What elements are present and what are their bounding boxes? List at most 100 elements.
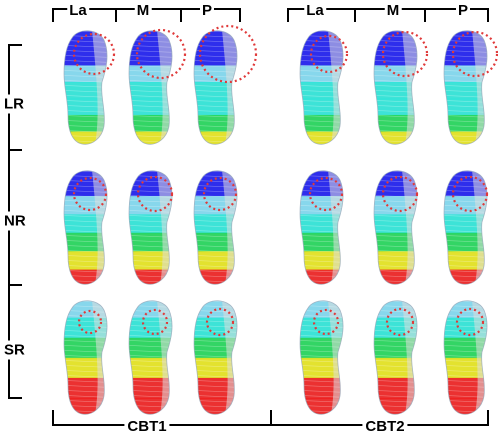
specimen-shade — [402, 170, 418, 285]
specimen-hatch — [444, 214, 488, 219]
specimen-hatch — [129, 170, 173, 174]
specimen-outline — [299, 170, 344, 285]
specimen-lr-cbt1-p — [184, 24, 258, 148]
red-dashed-circle — [451, 175, 489, 213]
specimen-hatch — [129, 79, 173, 84]
row-label-sr: SR — [4, 340, 25, 360]
red-dashed-circle — [72, 32, 116, 76]
specimen-shade — [472, 170, 488, 285]
specimens-layer — [63, 24, 498, 418]
specimen-hatch — [129, 344, 173, 349]
specimen-hatch — [64, 64, 108, 69]
specimen-hatch — [300, 300, 344, 304]
specimen-band — [300, 170, 344, 197]
specimen-band — [64, 300, 108, 319]
specimen-hatch — [444, 199, 488, 204]
specimen-hatch — [194, 204, 238, 209]
specimen-hatch — [64, 204, 108, 209]
specimen-hatch — [194, 79, 238, 84]
specimen-hatch — [64, 199, 108, 204]
specimen-shade — [157, 30, 173, 145]
specimen-band — [64, 269, 108, 285]
specimen-outline — [373, 30, 418, 145]
specimen-nr-cbt1-m — [128, 170, 174, 285]
specimen-hatch — [444, 74, 488, 79]
specimen-shade — [92, 170, 108, 285]
brackets-layer — [8, 8, 489, 426]
specimen-outline — [63, 300, 108, 415]
specimen-hatch — [374, 209, 418, 214]
row-label-nr: NR — [4, 211, 26, 231]
specimen-hatch — [374, 334, 418, 339]
specimen-hatch — [129, 224, 173, 229]
specimen-shade — [157, 300, 173, 415]
specimen-band — [129, 214, 173, 234]
specimen-shade — [328, 170, 344, 285]
specimen-band — [64, 98, 108, 116]
specimen-hatch — [374, 300, 418, 304]
specimen-hatch — [129, 219, 173, 224]
col-label-cbt2-la: La — [304, 2, 326, 19]
specimen-hatch — [444, 30, 488, 34]
specimen-hatch — [300, 30, 344, 34]
specimen-hatch — [300, 334, 344, 339]
specimen-hatch — [300, 84, 344, 89]
specimen-band — [129, 98, 173, 116]
specimen-outline — [128, 300, 173, 415]
specimen-hatch — [64, 84, 108, 89]
specimen-band — [194, 397, 238, 415]
specimen-hatch — [194, 209, 238, 214]
specimen-band — [444, 131, 488, 145]
specimen-hatch — [184, 415, 254, 418]
group-label-cbt1: CBT1 — [124, 419, 170, 434]
specimen-hatch — [64, 209, 108, 214]
specimen-band — [444, 81, 488, 100]
specimen-hatch — [194, 329, 238, 334]
specimen-hatch — [300, 170, 344, 174]
specimen-hatch — [300, 354, 344, 359]
red-dashed-circle — [135, 28, 187, 80]
red-dashed-circle — [136, 175, 174, 213]
specimen-band — [194, 98, 238, 116]
specimen-band — [64, 357, 108, 379]
specimen-band — [129, 397, 173, 415]
specimen-hatch — [129, 339, 173, 344]
specimen-hatch — [194, 339, 238, 344]
specimen-band — [444, 269, 488, 285]
specimen-hatch — [64, 69, 108, 74]
specimen-hatch — [64, 300, 108, 304]
specimen-lr-cbt1-la — [63, 30, 116, 145]
specimen-hatch — [194, 59, 238, 64]
specimen-band — [300, 214, 344, 234]
specimen-hatch — [184, 145, 254, 148]
specimen-band — [194, 114, 238, 133]
specimen-hatch — [374, 74, 418, 79]
specimen-hatch — [364, 145, 434, 148]
specimen-hatch — [374, 354, 418, 359]
col-label-cbt1-m: M — [134, 2, 152, 19]
red-dashed-circle — [381, 30, 429, 78]
specimen-hatch — [194, 30, 238, 34]
specimen-band — [64, 251, 108, 271]
specimen-hatch — [364, 285, 434, 288]
specimen-shade — [328, 300, 344, 415]
specimen-band — [374, 251, 418, 271]
specimen-lr-cbt1-m — [128, 28, 187, 145]
specimen-band — [300, 357, 344, 379]
specimen-band — [444, 251, 488, 271]
specimen-hatch — [194, 224, 238, 229]
specimen-hatch — [129, 329, 173, 334]
specimen-hatch — [194, 74, 238, 79]
specimen-hatch — [374, 59, 418, 64]
specimen-hatch — [444, 219, 488, 224]
left-bracket-sr — [8, 285, 22, 399]
specimen-outline — [128, 30, 173, 145]
specimen-sr-cbt2-p — [443, 300, 488, 415]
specimen-band — [444, 195, 488, 216]
specimen-hatch — [444, 209, 488, 214]
specimen-shade — [328, 30, 344, 145]
specimen-hatch — [444, 354, 488, 359]
specimen-hatch — [374, 170, 418, 174]
specimen-hatch — [300, 339, 344, 344]
specimen-band — [194, 300, 238, 319]
